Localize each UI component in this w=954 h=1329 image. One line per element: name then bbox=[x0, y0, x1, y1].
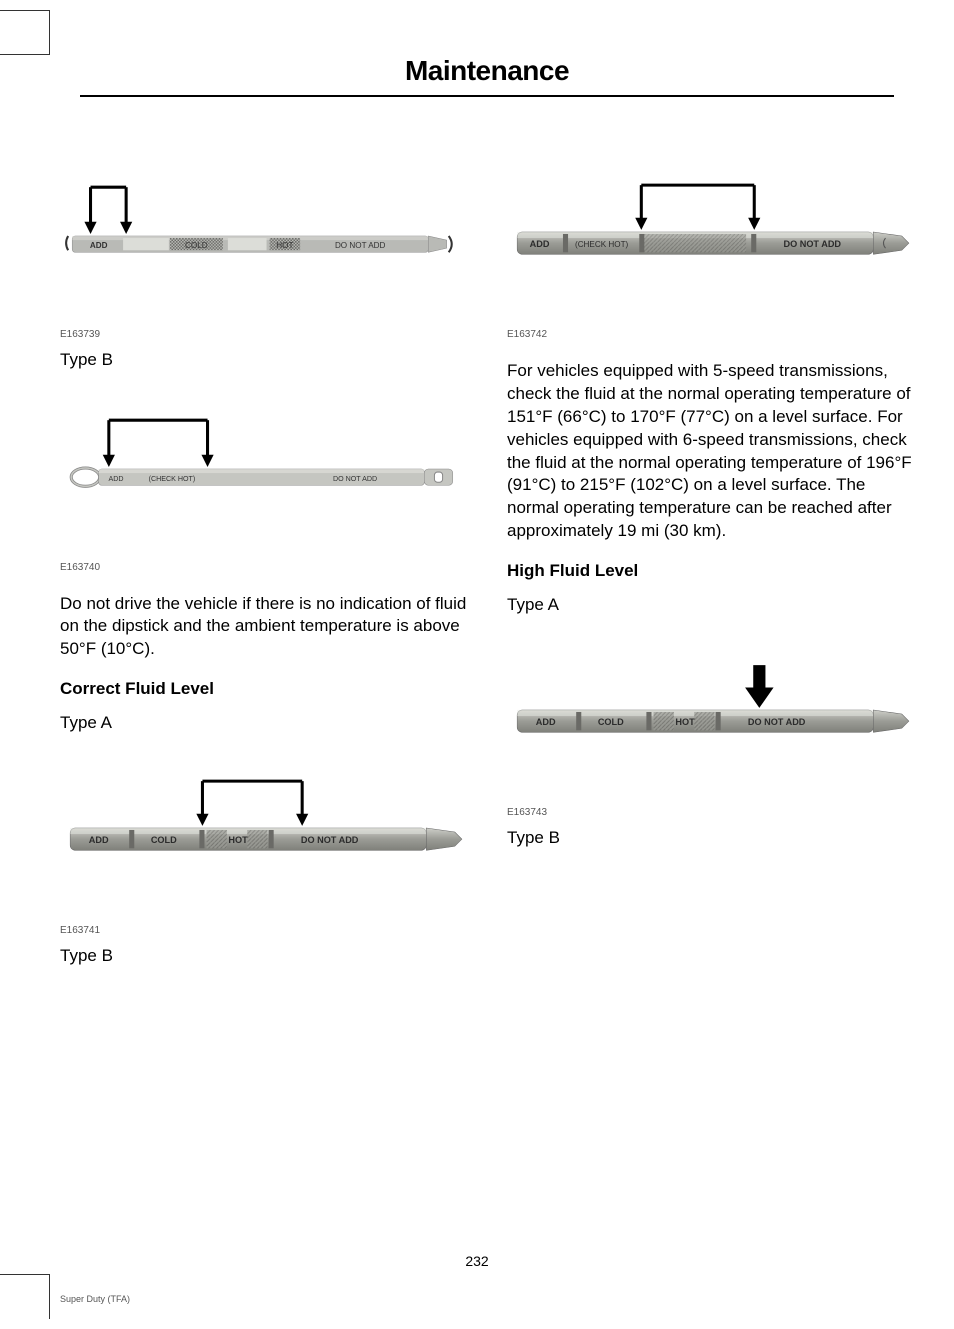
page-number: 232 bbox=[0, 1253, 954, 1269]
subheading-high-fluid: High Fluid Level bbox=[507, 561, 914, 581]
svg-text:ADD: ADD bbox=[108, 475, 123, 483]
figure-code: E163740 bbox=[60, 562, 467, 573]
svg-text:ADD: ADD bbox=[89, 836, 109, 846]
svg-text:DO NOT ADD: DO NOT ADD bbox=[748, 717, 806, 727]
figure-E163740: ADD (CHECK HOT) DO NOT ADD E163740 bbox=[60, 410, 467, 573]
svg-text:COLD: COLD bbox=[151, 836, 177, 846]
svg-text:DO NOT ADD: DO NOT ADD bbox=[335, 241, 386, 250]
right-column: ADD (CHECK HOT) DO NOT ADD E163742 For v… bbox=[507, 177, 914, 986]
footer-model: Super Duty (TFA) bbox=[60, 1294, 130, 1304]
page-bottom-notch bbox=[0, 1274, 50, 1319]
figure-E163742: ADD (CHECK HOT) DO NOT ADD E163742 bbox=[507, 177, 914, 340]
type-label: Type B bbox=[507, 828, 914, 848]
title-rule bbox=[80, 95, 894, 97]
left-column: ADD COLD HOT DO NOT ADD E163739 Typ bbox=[60, 177, 467, 986]
type-label: Type B bbox=[60, 350, 467, 370]
dipstick-type-a-high: ADD COLD HOT DO NOT ADD bbox=[507, 655, 914, 757]
dipstick-type-a-low: ADD COLD HOT DO NOT ADD bbox=[60, 177, 467, 279]
svg-text:ADD: ADD bbox=[536, 717, 556, 727]
svg-text:HOT: HOT bbox=[228, 836, 248, 846]
type-label: Type A bbox=[60, 713, 467, 733]
figure-E163743: ADD COLD HOT DO NOT ADD E163743 Type B bbox=[507, 655, 914, 848]
svg-text:HOT: HOT bbox=[276, 241, 293, 250]
svg-text:COLD: COLD bbox=[598, 717, 624, 727]
type-label: Type B bbox=[60, 946, 467, 966]
figure-code: E163742 bbox=[507, 329, 914, 340]
type-label: Type A bbox=[507, 595, 914, 615]
figure-E163741: ADD COLD HOT DO NOT ADD E163741 Type B bbox=[60, 773, 467, 966]
page-tab-notch bbox=[0, 10, 50, 55]
svg-text:DO NOT ADD: DO NOT ADD bbox=[783, 239, 841, 249]
page-title: Maintenance bbox=[60, 55, 914, 95]
dipstick-type-b-low: ADD (CHECK HOT) DO NOT ADD bbox=[60, 410, 467, 512]
svg-text:(CHECK HOT): (CHECK HOT) bbox=[149, 475, 196, 483]
figure-code: E163741 bbox=[60, 925, 467, 936]
svg-text:(CHECK HOT): (CHECK HOT) bbox=[575, 240, 629, 249]
body-paragraph: Do not drive the vehicle if there is no … bbox=[60, 593, 467, 662]
figure-E163739: ADD COLD HOT DO NOT ADD E163739 Typ bbox=[60, 177, 467, 370]
dipstick-type-b-correct: ADD (CHECK HOT) DO NOT ADD bbox=[507, 177, 914, 279]
svg-text:ADD: ADD bbox=[530, 239, 550, 249]
svg-text:DO NOT ADD: DO NOT ADD bbox=[333, 475, 377, 483]
dipstick-type-a-correct: ADD COLD HOT DO NOT ADD bbox=[60, 773, 467, 875]
svg-text:DO NOT ADD: DO NOT ADD bbox=[301, 836, 359, 846]
figure-code: E163743 bbox=[507, 807, 914, 818]
svg-text:COLD: COLD bbox=[185, 241, 208, 250]
svg-text:HOT: HOT bbox=[675, 717, 695, 727]
body-paragraph: For vehicles equipped with 5-speed trans… bbox=[507, 360, 914, 544]
svg-text:ADD: ADD bbox=[90, 241, 108, 250]
figure-code: E163739 bbox=[60, 329, 467, 340]
subheading-correct-fluid: Correct Fluid Level bbox=[60, 679, 467, 699]
